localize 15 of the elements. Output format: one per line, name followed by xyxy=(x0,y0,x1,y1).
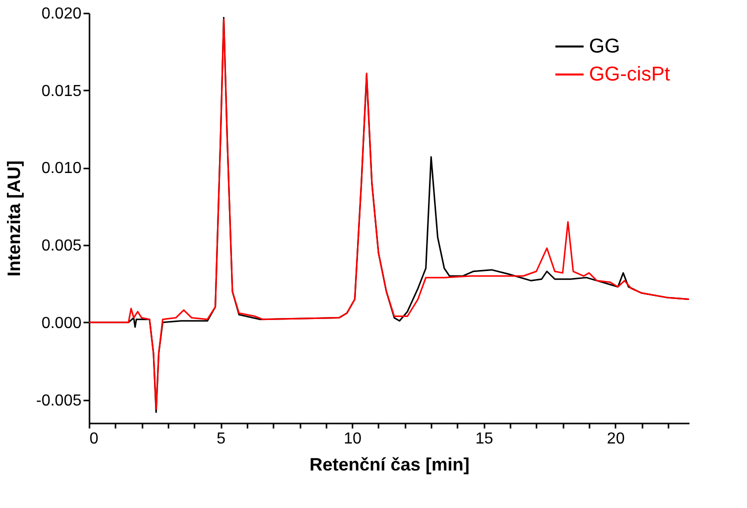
x-tick-label: 10 xyxy=(344,430,362,448)
x-tick-label: 15 xyxy=(475,430,494,448)
x-axis-title: Retenční čas [min] xyxy=(309,454,470,474)
y-tick-label: 0.005 xyxy=(41,238,82,255)
x-tick-label: 20 xyxy=(606,430,625,448)
y-tick-label: -0.005 xyxy=(36,392,82,410)
y-tick-label: 0.015 xyxy=(41,82,82,100)
legend-label: GG xyxy=(589,36,620,58)
legend-label: GG-cisPt xyxy=(589,64,671,86)
x-tick-label: 5 xyxy=(216,430,226,448)
y-tick-label: 0.020 xyxy=(41,6,82,22)
x-tick-label: 0 xyxy=(90,430,98,448)
y-tick-label: 0.010 xyxy=(41,160,82,178)
y-axis-title: Intenzita [AU] xyxy=(4,160,24,276)
y-tick-label: 0.000 xyxy=(41,314,82,332)
